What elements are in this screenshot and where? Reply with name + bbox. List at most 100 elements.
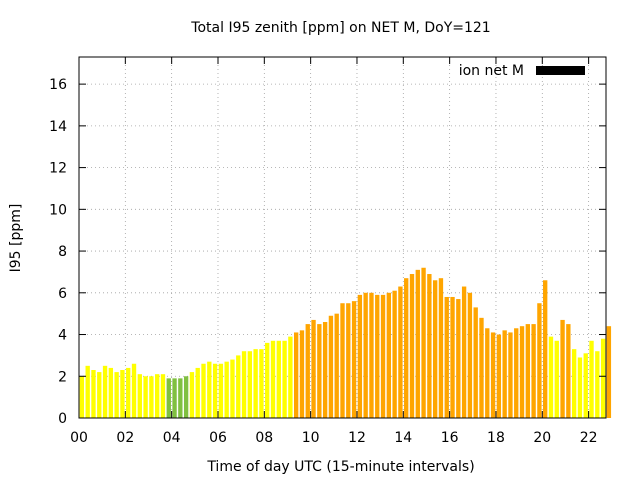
bar	[398, 286, 403, 418]
bar	[305, 324, 310, 418]
bar	[351, 301, 357, 418]
bar	[322, 322, 328, 418]
y-tick-label: 16	[49, 77, 67, 93]
bar	[444, 296, 449, 418]
y-tick-label: 4	[58, 328, 67, 344]
bar	[537, 303, 542, 418]
bar	[195, 367, 200, 418]
bar	[160, 374, 166, 418]
y-tick-label: 0	[58, 411, 67, 427]
bar	[369, 292, 374, 418]
bar	[508, 332, 513, 418]
bar	[571, 349, 577, 418]
x-tick-label: 12	[348, 430, 366, 446]
bar	[201, 363, 206, 418]
bar	[548, 336, 554, 418]
bar	[456, 299, 461, 418]
bar	[131, 363, 137, 418]
y-tick-label: 12	[49, 161, 67, 177]
bar	[334, 313, 339, 418]
bars	[79, 267, 612, 418]
bar	[230, 359, 235, 418]
bar	[288, 336, 293, 418]
bar	[531, 324, 536, 418]
y-tick-label: 14	[49, 119, 67, 135]
bar	[212, 363, 218, 418]
bar	[479, 317, 484, 418]
x-tick-label: 10	[302, 430, 320, 446]
bar	[432, 280, 438, 418]
bar	[299, 330, 305, 418]
grid-lines	[79, 57, 606, 418]
x-tick-label: 16	[441, 430, 459, 446]
bar	[514, 328, 519, 418]
bar	[560, 319, 565, 418]
bar	[415, 269, 420, 418]
bar	[178, 378, 183, 418]
y-tick-label: 2	[58, 369, 67, 385]
bar	[126, 367, 131, 418]
bar	[375, 294, 380, 418]
bar	[102, 365, 108, 418]
bar	[386, 292, 392, 418]
x-tick-label: 14	[394, 430, 412, 446]
bar	[583, 353, 588, 418]
x-tick-label: 20	[533, 430, 551, 446]
x-axis-ticks: 00 02 04 06 08 10 12 14 16 18 20 22	[70, 57, 598, 446]
bar	[577, 357, 583, 418]
bar	[502, 330, 507, 418]
bar	[91, 370, 96, 418]
y-axis-ticks: 0 2 4 6 8 10 12 14 16	[49, 77, 606, 427]
x-tick-label: 00	[70, 430, 88, 446]
bar	[293, 332, 299, 418]
bar	[207, 361, 212, 418]
bar	[606, 326, 612, 418]
bar	[189, 372, 195, 418]
bar	[143, 376, 148, 418]
x-axis-label: Time of day UTC (15-minute intervals)	[206, 459, 474, 475]
bar	[421, 267, 426, 418]
bar	[114, 372, 119, 418]
bar	[172, 378, 177, 418]
bar	[259, 349, 264, 418]
bar	[404, 278, 409, 418]
x-tick-label: 08	[255, 430, 273, 446]
bar	[392, 290, 397, 418]
y-tick-label: 6	[58, 286, 67, 302]
chart-title: Total I95 zenith [ppm] on NET M, DoY=121	[190, 20, 490, 36]
bar	[108, 367, 114, 418]
bar	[519, 326, 525, 418]
bar	[473, 307, 478, 418]
x-tick-label: 04	[163, 430, 181, 446]
bar	[427, 274, 432, 418]
bar	[265, 342, 270, 418]
bar	[247, 351, 253, 418]
bar	[467, 292, 473, 418]
bar	[97, 372, 102, 418]
bar	[137, 374, 142, 418]
x-tick-label: 18	[487, 430, 505, 446]
legend-label: ion net M	[459, 63, 524, 79]
bar	[543, 280, 548, 418]
x-tick-label: 02	[116, 430, 134, 446]
bar	[218, 363, 224, 418]
bar	[490, 332, 496, 418]
bar	[409, 274, 415, 418]
x-tick-label: 22	[580, 430, 598, 446]
bar	[380, 294, 386, 418]
bar	[566, 324, 571, 418]
legend-swatch	[536, 66, 585, 75]
bar	[149, 376, 154, 418]
y-tick-label: 10	[49, 202, 67, 218]
bar	[340, 303, 345, 418]
bar	[183, 376, 189, 418]
bar	[450, 296, 455, 418]
bar	[496, 334, 502, 418]
bar	[270, 340, 276, 418]
bar	[589, 340, 594, 418]
bar	[282, 340, 287, 418]
bar	[600, 338, 606, 418]
bar	[241, 351, 247, 418]
bar	[276, 340, 281, 418]
